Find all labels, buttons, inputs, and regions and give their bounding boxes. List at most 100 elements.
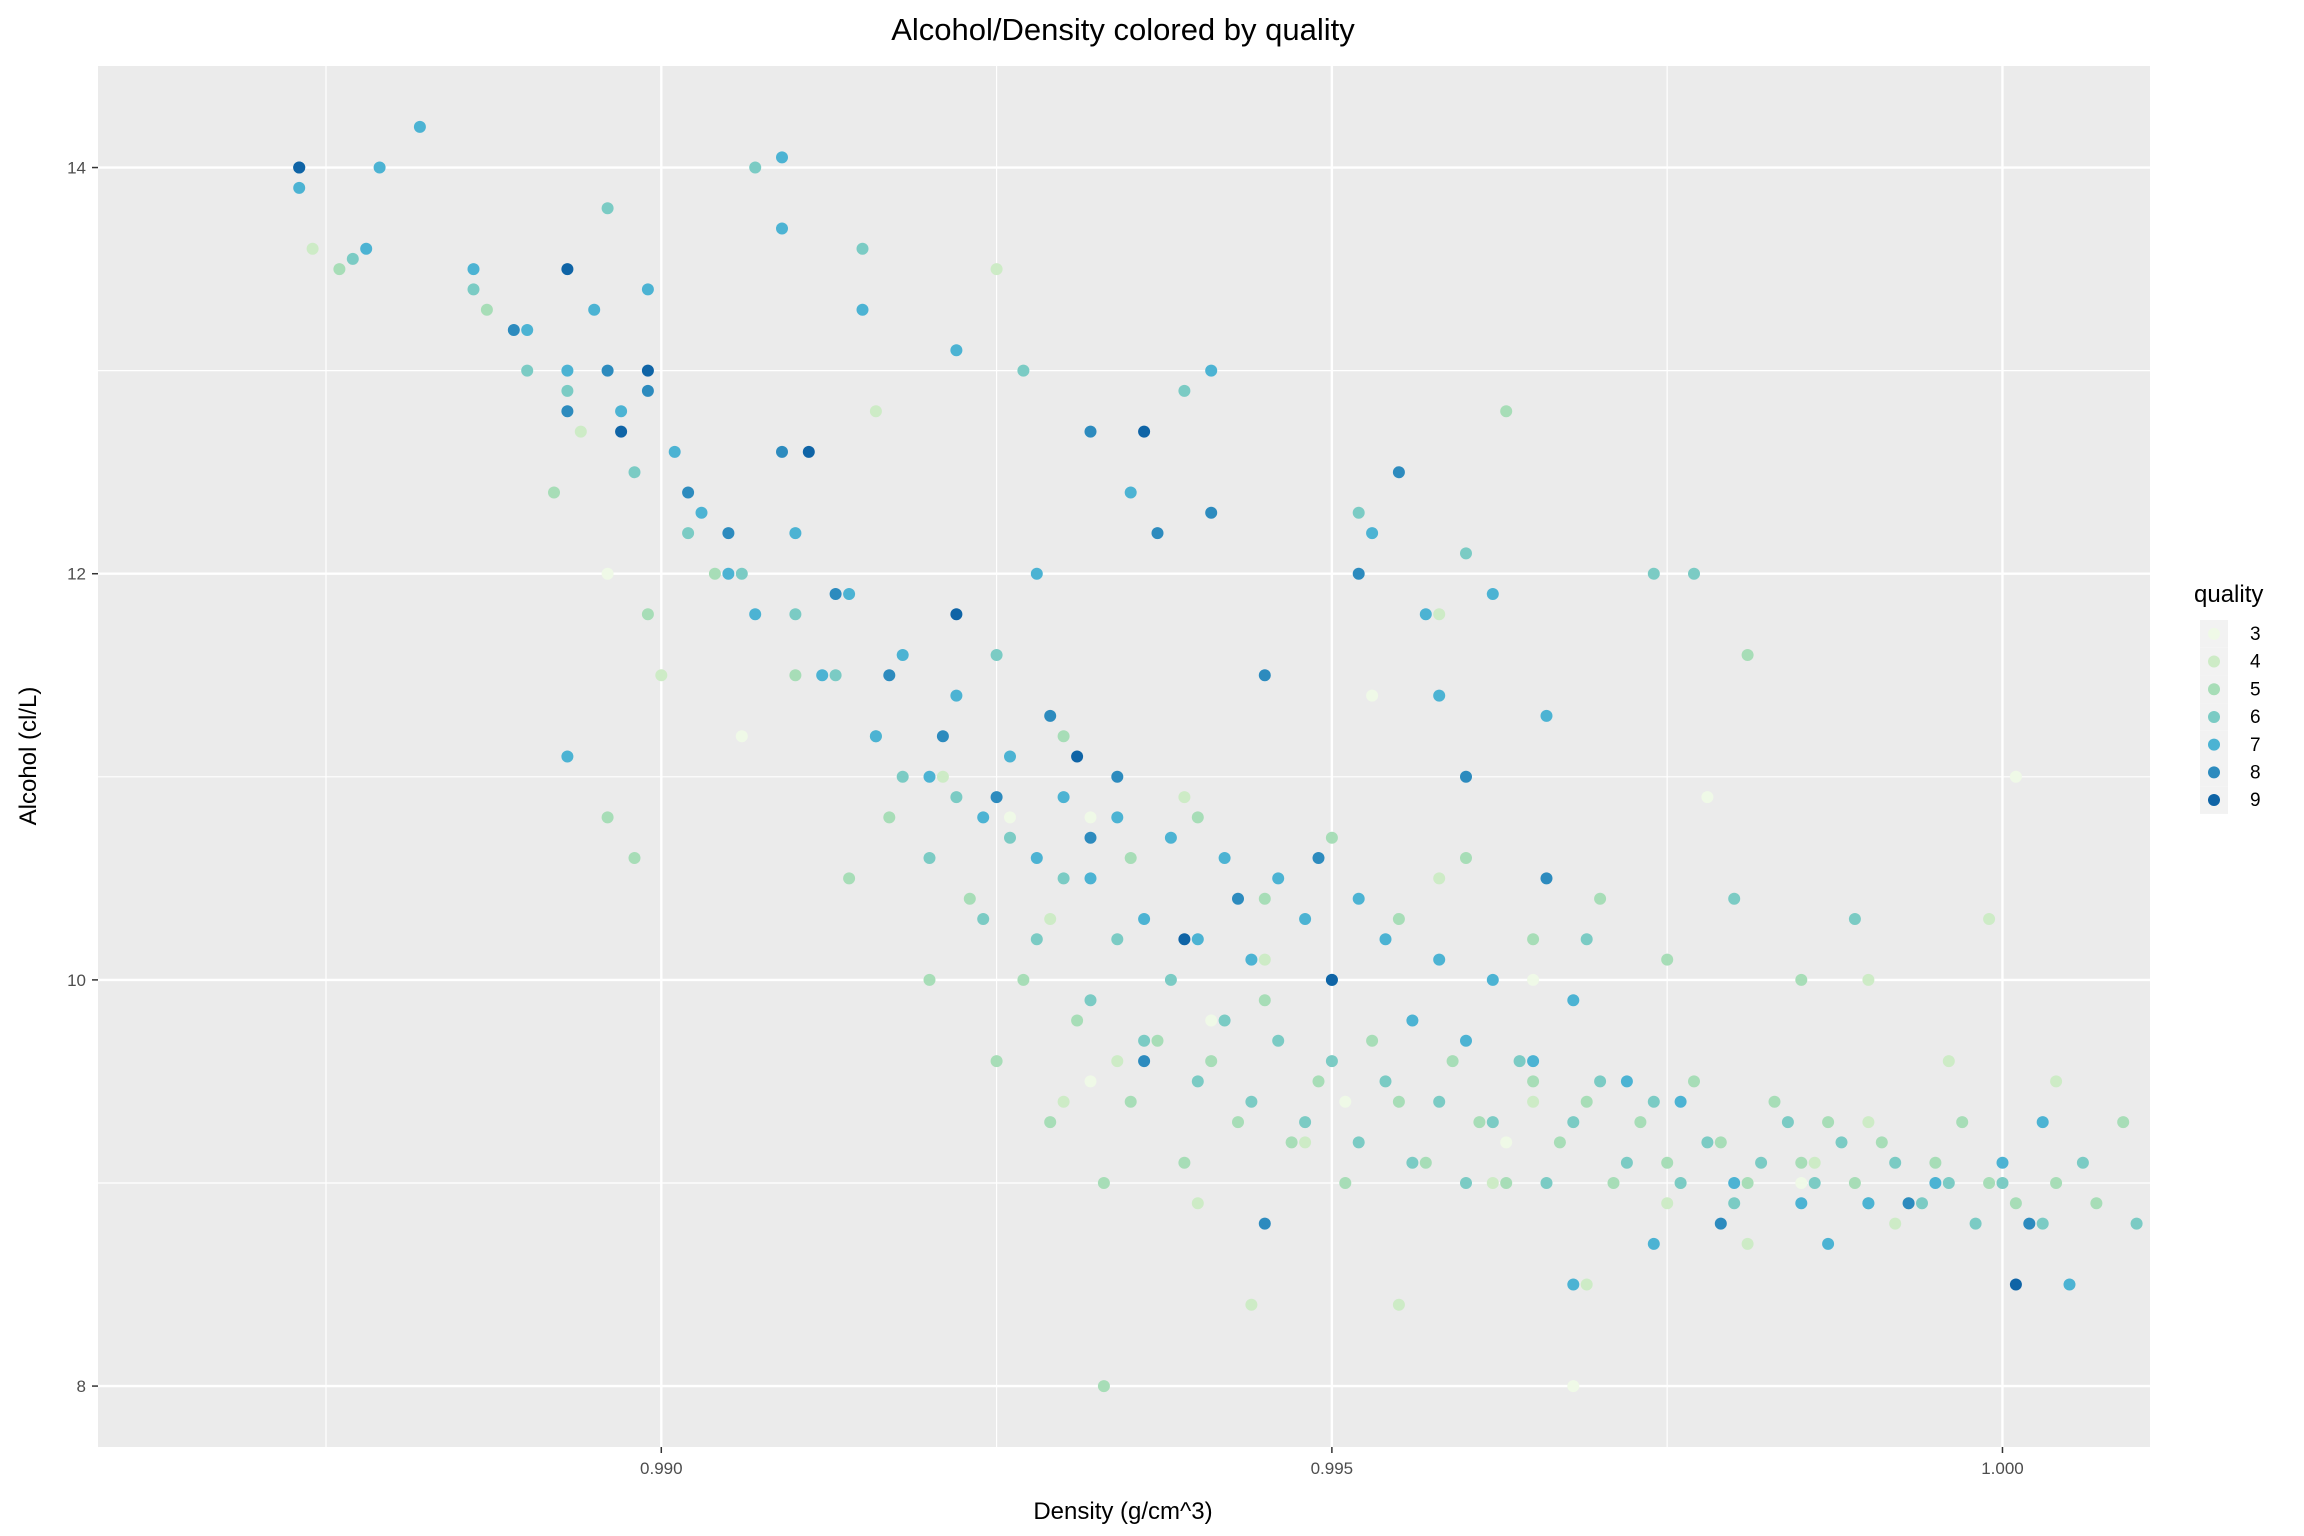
- legend-key-8: [2208, 766, 2220, 779]
- scatter-point-quality-5: [843, 872, 856, 885]
- scatter-point-quality-9: [950, 608, 963, 621]
- scatter-point-quality-6: [829, 669, 842, 682]
- scatter-point-quality-4: [574, 425, 587, 438]
- scatter-point-quality-5: [1714, 1136, 1727, 1149]
- scatter-point-quality-7: [856, 303, 869, 316]
- scatter-point-quality-6: [1781, 1116, 1794, 1129]
- scatter-point-quality-7: [1030, 567, 1043, 580]
- scatter-point-quality-6: [1111, 933, 1124, 946]
- scatter-point-quality-8: [1258, 669, 1271, 682]
- scatter-point-quality-7: [1366, 527, 1379, 540]
- scatter-point-quality-5: [1661, 953, 1674, 966]
- scatter-point-quality-6: [2130, 1217, 2143, 1230]
- scatter-point-quality-6: [1084, 994, 1097, 1007]
- scatter-point-quality-4: [1862, 1116, 1875, 1129]
- scatter-point-quality-9: [1325, 973, 1338, 986]
- scatter-point-quality-7: [1352, 892, 1365, 905]
- scatter-point-quality-8: [776, 445, 788, 458]
- scatter-point-quality-3: [1205, 1014, 1218, 1027]
- scatter-point-quality-5: [1124, 1095, 1137, 1108]
- y-tick-label: 8: [77, 1377, 86, 1396]
- major-gridlines: [98, 66, 2150, 1447]
- scatter-point-quality-5: [1339, 1177, 1352, 1189]
- scatter-point-quality-5: [1741, 649, 1754, 661]
- scatter-point-quality-5: [2090, 1197, 2103, 1210]
- scatter-point-quality-7: [1795, 1197, 1808, 1210]
- scatter-point-quality-5: [1178, 1156, 1191, 1169]
- scatter-point-quality-4: [869, 405, 882, 418]
- scatter-point-quality-4: [1392, 1298, 1405, 1311]
- scatter-point-quality-6: [1057, 872, 1070, 885]
- scatter-point-quality-5: [1594, 892, 1607, 905]
- scatter-point-quality-3: [1084, 1075, 1097, 1088]
- scatter-point-quality-6: [1942, 1177, 1955, 1189]
- scatter-point-quality-5: [1258, 994, 1271, 1007]
- scatter-point-quality-4: [1889, 1217, 1902, 1230]
- scatter-point-quality-5: [1688, 1075, 1700, 1088]
- scatter-point-quality-7: [1004, 750, 1016, 763]
- scatter-point-quality-6: [950, 791, 963, 804]
- scatter-point-quality-7: [1996, 1156, 2009, 1169]
- scatter-point-quality-7: [923, 770, 936, 783]
- scatter-point-quality-7: [561, 364, 574, 377]
- scatter-point-quality-6: [1916, 1197, 1928, 1210]
- scatter-point-quality-6: [1191, 1075, 1204, 1088]
- scatter-point-quality-6: [1164, 973, 1177, 986]
- scatter-point-quality-7: [695, 506, 708, 519]
- scatter-point-quality-7: [1124, 486, 1137, 499]
- scatter-point-quality-8: [829, 588, 842, 600]
- scatter-point-quality-5: [1500, 405, 1513, 418]
- scatter-point-quality-8: [990, 791, 1003, 804]
- y-tick-label: 10: [67, 971, 86, 990]
- scatter-point-quality-7: [373, 161, 386, 174]
- legend-key-3: [2208, 627, 2220, 640]
- scatter-point-quality-6: [856, 242, 869, 255]
- scatter-point-quality-7: [615, 405, 628, 418]
- scatter-point-quality-9: [561, 263, 574, 276]
- scatter-point-quality-7: [869, 730, 882, 743]
- scatter-point-quality-9: [2009, 1278, 2022, 1291]
- scatter-point-quality-4: [1942, 1055, 1955, 1068]
- scatter-point-quality-4: [1983, 913, 1996, 925]
- scatter-point-quality-7: [1191, 933, 1204, 946]
- scatter-point-quality-7: [1486, 973, 1499, 986]
- scatter-point-quality-4: [1808, 1156, 1821, 1169]
- scatter-point-quality-6: [1138, 1034, 1151, 1047]
- scatter-point-quality-7: [776, 151, 788, 164]
- scatter-point-quality-6: [682, 527, 695, 540]
- scatter-point-quality-5: [1929, 1156, 1942, 1169]
- scatter-point-quality-8: [601, 364, 614, 377]
- scatter-point-quality-5: [923, 973, 936, 986]
- scatter-point-quality-5: [628, 852, 641, 864]
- scatter-point-quality-5: [1527, 933, 1540, 946]
- scatter-point-quality-8: [1232, 892, 1244, 905]
- scatter-point-quality-4: [1258, 953, 1271, 966]
- scatter-point-quality-5: [480, 303, 493, 316]
- scatter-point-quality-7: [293, 181, 306, 194]
- scatter-point-quality-7: [467, 263, 480, 276]
- scatter-point-quality-8: [1312, 852, 1325, 864]
- scatter-point-quality-6: [1017, 364, 1030, 377]
- scatter-point-quality-5: [1312, 1075, 1325, 1088]
- scatter-point-quality-3: [1084, 811, 1097, 824]
- scatter-point-quality-7: [2036, 1116, 2049, 1129]
- x-tick-label: 0.995: [1311, 1459, 1354, 1478]
- scatter-point-quality-5: [789, 669, 802, 682]
- scatter-point-quality-7: [1245, 953, 1258, 966]
- scatter-point-quality-6: [1486, 1116, 1499, 1129]
- scatter-point-quality-6: [1379, 1075, 1392, 1088]
- scatter-point-quality-6: [1433, 1095, 1446, 1108]
- scatter-point-quality-4: [1191, 1197, 1204, 1210]
- x-axis-ticks: 0.990 0.995 1.000: [640, 1447, 2024, 1478]
- scatter-point-quality-5: [1124, 852, 1137, 864]
- scatter-point-quality-6: [977, 913, 990, 925]
- scatter-point-quality-4: [990, 263, 1003, 276]
- scatter-point-quality-8: [1138, 1055, 1151, 1068]
- scatter-point-quality-5: [1741, 1177, 1754, 1189]
- scatter-point-quality-7: [749, 608, 762, 621]
- x-axis-title: Density (g/cm^3): [1033, 1498, 1212, 1525]
- scatter-point-quality-7: [789, 527, 802, 540]
- scatter-point-quality-6: [1620, 1156, 1633, 1169]
- scatter-point-quality-8: [1902, 1197, 1915, 1210]
- scatter-point-quality-3: [1701, 791, 1714, 804]
